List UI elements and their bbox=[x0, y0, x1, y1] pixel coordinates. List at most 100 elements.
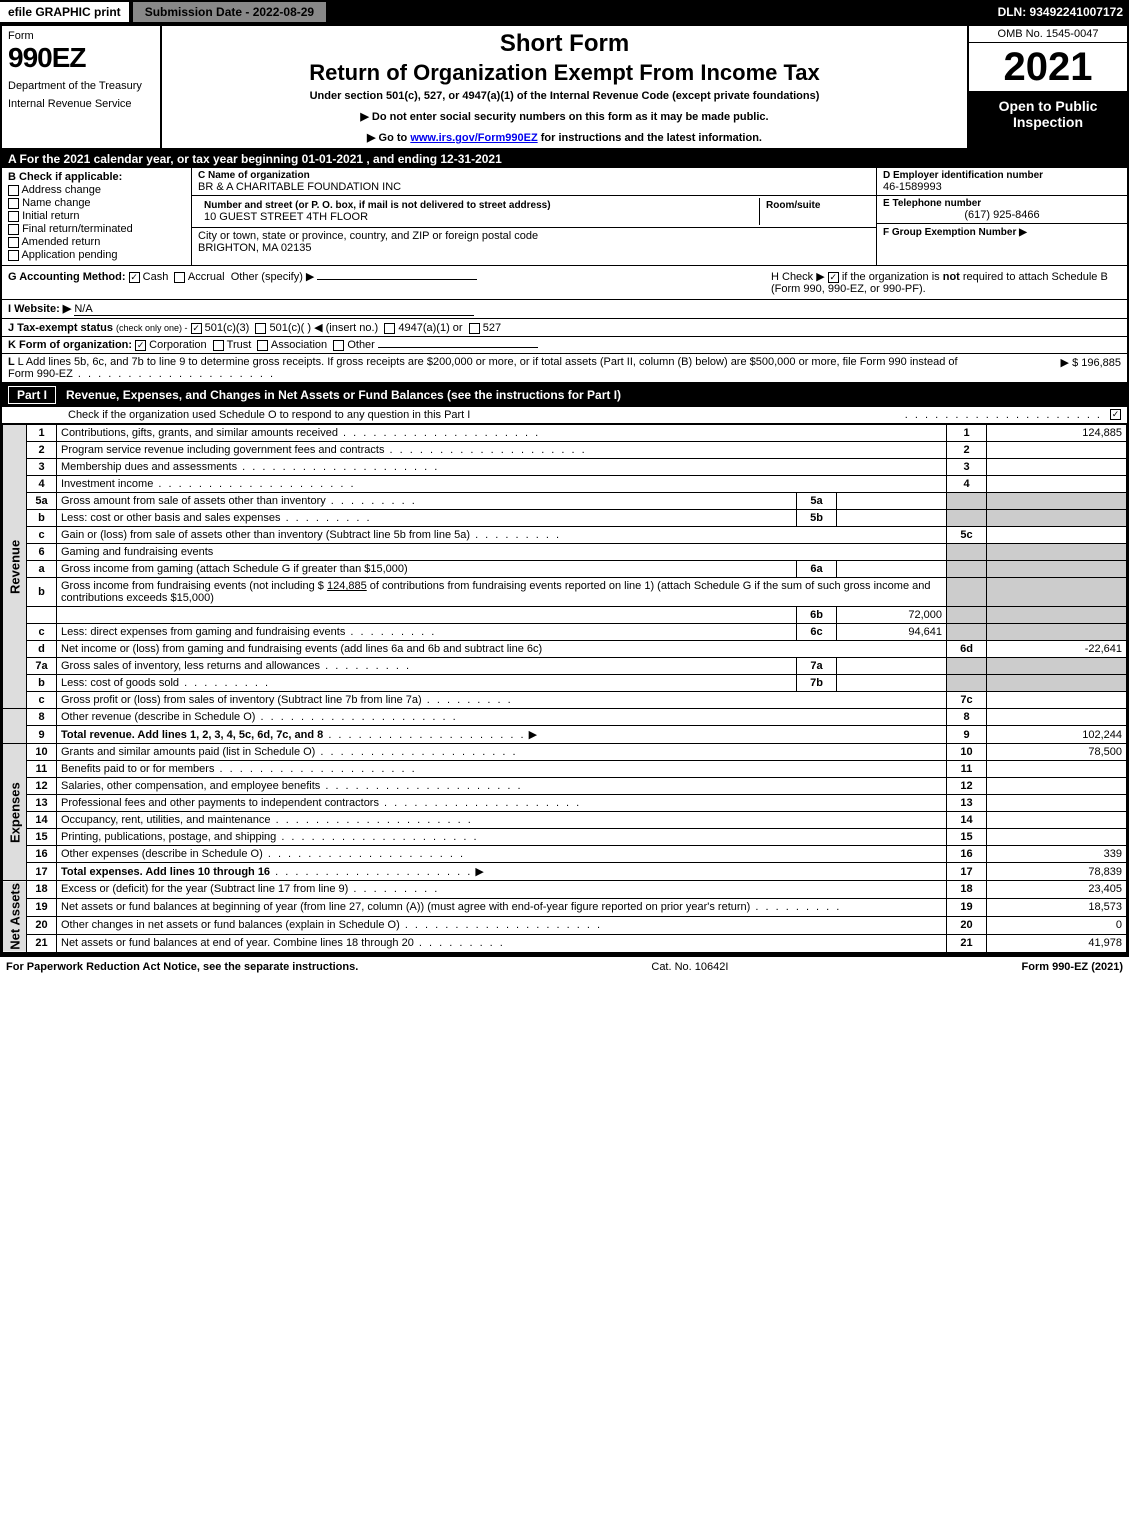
org-address: 10 GUEST STREET 4TH FLOOR bbox=[204, 211, 753, 223]
l21-val: 41,978 bbox=[987, 934, 1127, 952]
chk-accrual[interactable] bbox=[174, 272, 185, 283]
l6d-val: -22,641 bbox=[987, 641, 1127, 658]
ein: 46-1589993 bbox=[883, 181, 1121, 193]
submission-date: Submission Date - 2022-08-29 bbox=[133, 2, 326, 22]
d-h: D Employer identification number bbox=[883, 170, 1121, 181]
h-check: H Check ▶ if the organization is not req… bbox=[771, 270, 1121, 295]
i-website: I Website: ▶ N/A bbox=[2, 300, 1127, 319]
top-bar: efile GRAPHIC print Submission Date - 20… bbox=[0, 0, 1129, 24]
part1-tag: Part I bbox=[8, 386, 56, 404]
c-addr-h: Number and street (or P. O. box, if mail… bbox=[204, 200, 753, 211]
part1-title: Revenue, Expenses, and Changes in Net As… bbox=[66, 388, 621, 402]
omb-number: OMB No. 1545-0047 bbox=[969, 26, 1127, 43]
side-revenue: Revenue bbox=[3, 425, 27, 709]
row-num: 1 bbox=[27, 425, 57, 442]
chk-4947[interactable] bbox=[384, 323, 395, 334]
g-label: G Accounting Method: bbox=[8, 271, 126, 283]
l10-val: 78,500 bbox=[987, 744, 1127, 761]
c-city-h: City or town, state or province, country… bbox=[198, 230, 870, 242]
chk-address-change[interactable]: Address change bbox=[8, 184, 185, 196]
col-b: B Check if applicable: Address change Na… bbox=[2, 168, 192, 265]
irs-link[interactable]: www.irs.gov/Form990EZ bbox=[410, 132, 537, 144]
side-netassets: Net Assets bbox=[3, 881, 27, 953]
goto-pre: ▶ Go to bbox=[367, 132, 410, 144]
l1-val: 124,885 bbox=[987, 425, 1127, 442]
k-form-org: K Form of organization: Corporation Trus… bbox=[2, 337, 1127, 354]
dept-irs: Internal Revenue Service bbox=[8, 98, 154, 110]
dept-treasury: Department of the Treasury bbox=[8, 80, 154, 92]
l6b-val: 72,000 bbox=[837, 607, 947, 624]
part1-sub: Check if the organization used Schedule … bbox=[2, 407, 1127, 424]
b-title: B Check if applicable: bbox=[8, 171, 122, 183]
l20-val: 0 bbox=[987, 916, 1127, 934]
chk-527[interactable] bbox=[469, 323, 480, 334]
open-to-public: Open to Public Inspection bbox=[969, 92, 1127, 148]
c-name-block: C Name of organization BR & A CHARITABLE… bbox=[192, 168, 876, 196]
goto-link-line: ▶ Go to www.irs.gov/Form990EZ for instru… bbox=[172, 131, 957, 144]
row-a: A For the 2021 calendar year, or tax yea… bbox=[2, 150, 1127, 168]
e-block: E Telephone number (617) 925-8466 bbox=[877, 196, 1127, 224]
l6b-amount: 124,885 bbox=[327, 580, 367, 592]
l18-val: 23,405 bbox=[987, 881, 1127, 899]
side-expenses: Expenses bbox=[3, 744, 27, 881]
l6c-val: 94,641 bbox=[837, 624, 947, 641]
section-bcdef: B Check if applicable: Address change Na… bbox=[2, 168, 1127, 266]
l1-desc: Contributions, gifts, grants, and simila… bbox=[57, 425, 947, 442]
efile-label: efile GRAPHIC print bbox=[0, 2, 129, 22]
org-city: BRIGHTON, MA 02135 bbox=[198, 242, 870, 254]
tax-year: 2021 bbox=[969, 43, 1127, 92]
form-container: Form 990EZ Department of the Treasury In… bbox=[0, 24, 1129, 955]
warning-ssn: ▶ Do not enter social security numbers o… bbox=[172, 110, 957, 123]
org-name: BR & A CHARITABLE FOUNDATION INC bbox=[198, 181, 870, 193]
chk-name-change[interactable]: Name change bbox=[8, 197, 185, 209]
chk-amended[interactable]: Amended return bbox=[8, 236, 185, 248]
col-def: D Employer identification number 46-1589… bbox=[877, 168, 1127, 265]
part1-header: Part I Revenue, Expenses, and Changes in… bbox=[2, 383, 1127, 407]
form-word: Form bbox=[8, 30, 154, 42]
dln: DLN: 93492241007172 bbox=[998, 5, 1129, 19]
chk-cash[interactable] bbox=[129, 272, 140, 283]
header-right: OMB No. 1545-0047 2021 Open to Public In… bbox=[967, 26, 1127, 148]
f-block: F Group Exemption Number ▶ bbox=[877, 224, 1127, 240]
footer-catno: Cat. No. 10642I bbox=[651, 961, 728, 973]
c-name-h: C Name of organization bbox=[198, 170, 870, 181]
chk-final-return[interactable]: Final return/terminated bbox=[8, 223, 185, 235]
l16-val: 339 bbox=[987, 846, 1127, 863]
header: Form 990EZ Department of the Treasury In… bbox=[2, 26, 1127, 150]
chk-assoc[interactable] bbox=[257, 340, 268, 351]
form-title: Return of Organization Exempt From Incom… bbox=[172, 60, 957, 86]
chk-501c3[interactable] bbox=[191, 323, 202, 334]
other-specify-input[interactable] bbox=[317, 279, 477, 280]
form-subtitle: Under section 501(c), 527, or 4947(a)(1)… bbox=[172, 90, 957, 102]
e-h: E Telephone number bbox=[883, 198, 1121, 209]
chk-trust[interactable] bbox=[213, 340, 224, 351]
d-block: D Employer identification number 46-1589… bbox=[877, 168, 1127, 196]
footer-left: For Paperwork Reduction Act Notice, see … bbox=[6, 961, 358, 973]
l-amount: ▶ $ 196,885 bbox=[981, 356, 1121, 380]
footer: For Paperwork Reduction Act Notice, see … bbox=[0, 955, 1129, 977]
header-center: Short Form Return of Organization Exempt… bbox=[162, 26, 967, 148]
chk-501c[interactable] bbox=[255, 323, 266, 334]
short-form-title: Short Form bbox=[172, 30, 957, 58]
section-gh: G Accounting Method: Cash Accrual Other … bbox=[2, 266, 1127, 300]
chk-corp[interactable] bbox=[135, 340, 146, 351]
chk-schedule-b[interactable] bbox=[828, 272, 839, 283]
l17-val: 78,839 bbox=[987, 863, 1127, 881]
c-addr-block: Number and street (or P. O. box, if mail… bbox=[192, 196, 876, 228]
c-city-block: City or town, state or province, country… bbox=[192, 228, 876, 256]
chk-other-org[interactable] bbox=[333, 340, 344, 351]
chk-pending[interactable]: Application pending bbox=[8, 249, 185, 261]
header-left: Form 990EZ Department of the Treasury In… bbox=[2, 26, 162, 148]
other-org-input[interactable] bbox=[378, 347, 538, 348]
chk-schedule-o[interactable] bbox=[1110, 409, 1121, 420]
l19-val: 18,573 bbox=[987, 898, 1127, 916]
telephone: (617) 925-8466 bbox=[883, 209, 1121, 221]
l-gross-receipts: L L Add lines 5b, 6c, and 7b to line 9 t… bbox=[2, 354, 1127, 383]
f-h: F Group Exemption Number ▶ bbox=[883, 227, 1027, 238]
form-number: 990EZ bbox=[8, 42, 154, 74]
website-value: N/A bbox=[74, 303, 474, 316]
chk-initial-return[interactable]: Initial return bbox=[8, 210, 185, 222]
part1-table: Revenue 1Contributions, gifts, grants, a… bbox=[2, 424, 1127, 953]
goto-post: for instructions and the latest informat… bbox=[538, 132, 762, 144]
j-tax-exempt: J Tax-exempt status (check only one) - 5… bbox=[2, 319, 1127, 337]
